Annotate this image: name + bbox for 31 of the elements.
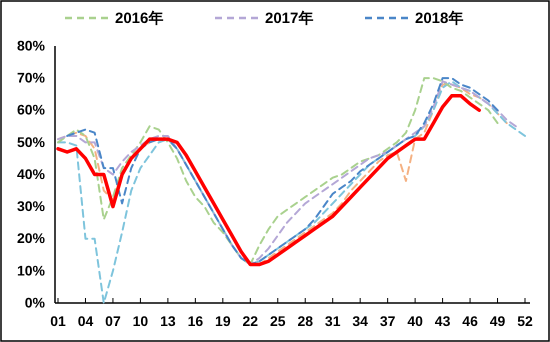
x-tick-label: 31 — [324, 312, 341, 329]
y-tick-label: 80% — [16, 37, 46, 54]
x-tick-label: 49 — [490, 312, 506, 329]
legend-label: 2017年 — [265, 10, 314, 27]
x-tick-label: 04 — [78, 312, 94, 329]
x-tick-label: 16 — [188, 312, 204, 329]
x-tick-label: 52 — [517, 312, 533, 329]
x-tick-label: 37 — [380, 312, 396, 329]
x-tick-label: 43 — [434, 312, 451, 329]
x-tick-label: 13 — [160, 312, 176, 329]
x-tick-label: 28 — [297, 312, 314, 329]
line-series — [57, 80, 526, 304]
x-tick-label: 19 — [215, 312, 231, 329]
x-tick-label: 22 — [242, 312, 258, 329]
x-tick-label: 25 — [270, 312, 286, 329]
y-tick-label: 20% — [16, 230, 46, 246]
y-tick-label: 40% — [16, 166, 46, 182]
y-tick-label: 70% — [16, 70, 46, 86]
x-tick-label: 34 — [352, 312, 368, 329]
x-tick-label: 07 — [105, 312, 121, 329]
x-tick-label: 01 — [50, 312, 66, 329]
x-tick-label: 10 — [132, 312, 148, 329]
x-tick-label: 40 — [407, 312, 424, 329]
y-tick-label: 0% — [24, 294, 46, 310]
legend-label: 2016年 — [115, 10, 164, 27]
y-tick-label: 50% — [16, 134, 46, 150]
y-tick-label: 30% — [16, 198, 46, 214]
legend-label: 2018年 — [415, 10, 464, 27]
x-tick-label: 46 — [462, 312, 478, 329]
y-tick-label: 60% — [16, 102, 46, 118]
y-tick-label: 10% — [16, 262, 46, 278]
